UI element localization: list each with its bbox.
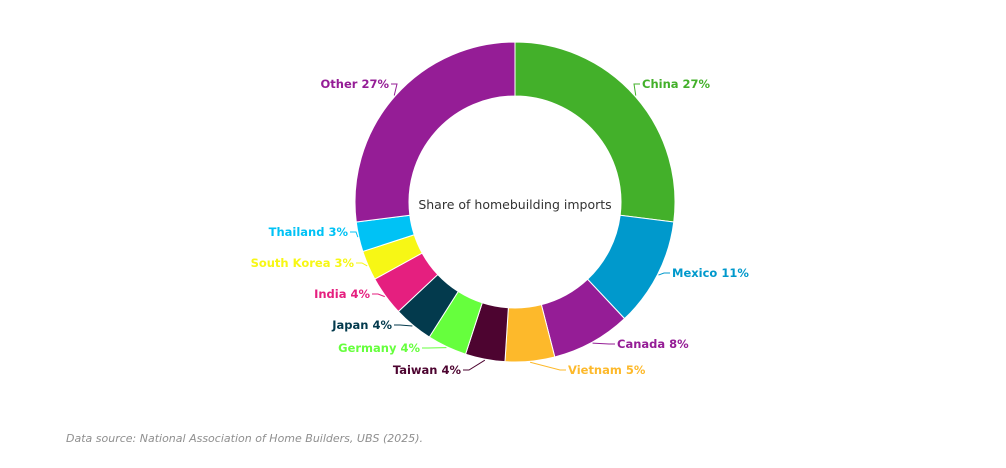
connector-japan [394, 325, 412, 326]
label-mexico: Mexico 11% [672, 266, 749, 280]
connector-taiwan [463, 360, 485, 370]
label-other: Other 27% [321, 77, 390, 91]
connector-other [391, 84, 397, 96]
label-thailand: Thailand 3% [269, 225, 349, 239]
connector-vietnam [530, 362, 566, 370]
label-china: China 27% [642, 77, 711, 91]
label-japan: Japan 4% [331, 318, 392, 332]
slice-china[interactable] [515, 42, 675, 222]
data-source-note: Data source: National Association of Hom… [66, 432, 423, 445]
label-south-korea: South Korea 3% [251, 256, 355, 270]
label-canada: Canada 8% [617, 337, 689, 351]
connector-thailand [350, 232, 358, 237]
connector-china [634, 84, 640, 96]
slice-other[interactable] [355, 42, 515, 222]
label-taiwan: Taiwan 4% [393, 363, 462, 377]
label-vietnam: Vietnam 5% [568, 363, 646, 377]
label-india: India 4% [314, 287, 370, 301]
connector-south-korea [356, 263, 367, 266]
chart-center-label: Share of homebuilding imports [418, 197, 611, 212]
label-germany: Germany 4% [338, 341, 420, 355]
connector-canada [593, 343, 615, 344]
connector-mexico [658, 273, 670, 275]
connector-india [372, 294, 385, 297]
